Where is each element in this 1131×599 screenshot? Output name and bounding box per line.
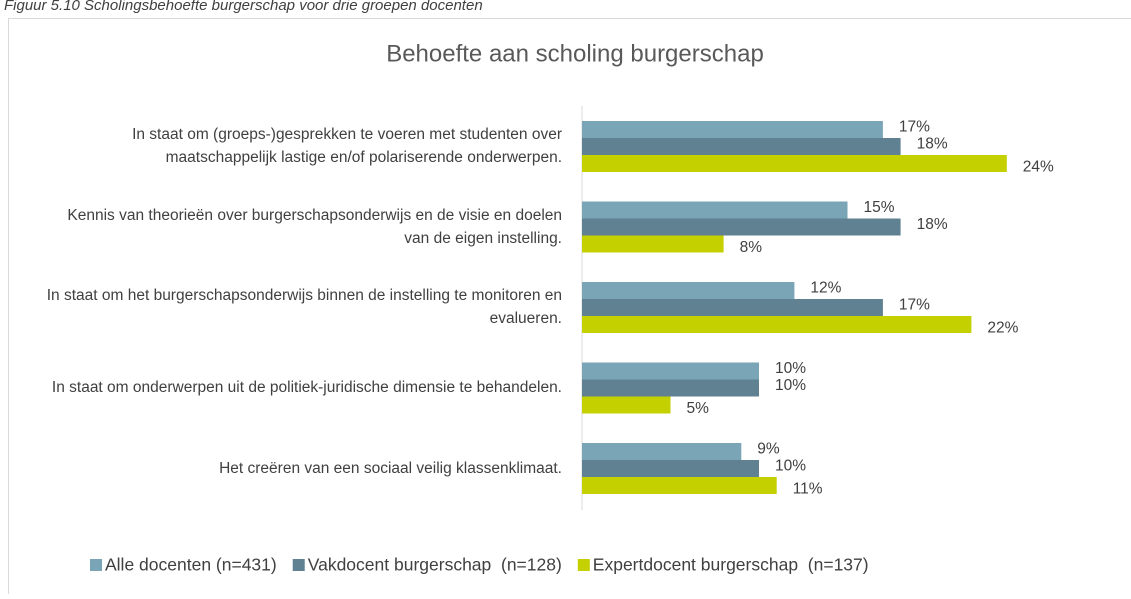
bar <box>582 477 777 494</box>
data-label: 15% <box>864 199 895 216</box>
legend-label: Expertdocent burgerschap (n=137) <box>593 555 869 575</box>
bar <box>582 121 883 138</box>
category-label: Het creëren van een sociaal veilig klass… <box>40 418 562 518</box>
bar <box>582 316 971 333</box>
data-label: 22% <box>987 320 1018 337</box>
data-label: 5% <box>687 400 710 417</box>
data-label: 9% <box>757 441 780 458</box>
data-label: 10% <box>775 377 806 394</box>
bar <box>582 443 741 460</box>
data-label: 17% <box>899 297 930 314</box>
category-label-box: Het creëren van een sociaal veilig klass… <box>40 418 562 518</box>
bar <box>582 219 901 236</box>
bar <box>582 380 759 397</box>
bar <box>582 202 848 219</box>
bar <box>582 299 883 316</box>
legend-label: Vakdocent burgerschap (n=128) <box>308 555 562 575</box>
figure-caption: Figuur 5.10 Scholingsbehoefte burgerscha… <box>4 0 483 14</box>
data-label: 10% <box>775 458 806 475</box>
legend-label: Alle docenten (n=431) <box>105 555 277 575</box>
bar <box>582 460 759 477</box>
legend-swatch <box>293 559 305 571</box>
data-label: 24% <box>1023 159 1054 176</box>
bar <box>582 397 671 414</box>
data-label: 10% <box>775 360 806 377</box>
bar <box>582 138 901 155</box>
data-label: 12% <box>810 280 841 297</box>
legend-swatch <box>90 559 102 571</box>
bar <box>582 282 794 299</box>
bar <box>582 155 1007 172</box>
data-label: 17% <box>899 119 930 136</box>
data-label: 18% <box>917 136 948 153</box>
chart-title: Behoefte aan scholing burgerschap <box>386 40 764 67</box>
bar <box>582 236 724 253</box>
bar <box>582 363 759 380</box>
data-label: 11% <box>793 481 823 498</box>
data-label: 18% <box>917 216 948 233</box>
legend-swatch <box>578 559 590 571</box>
data-label: 8% <box>740 239 763 256</box>
